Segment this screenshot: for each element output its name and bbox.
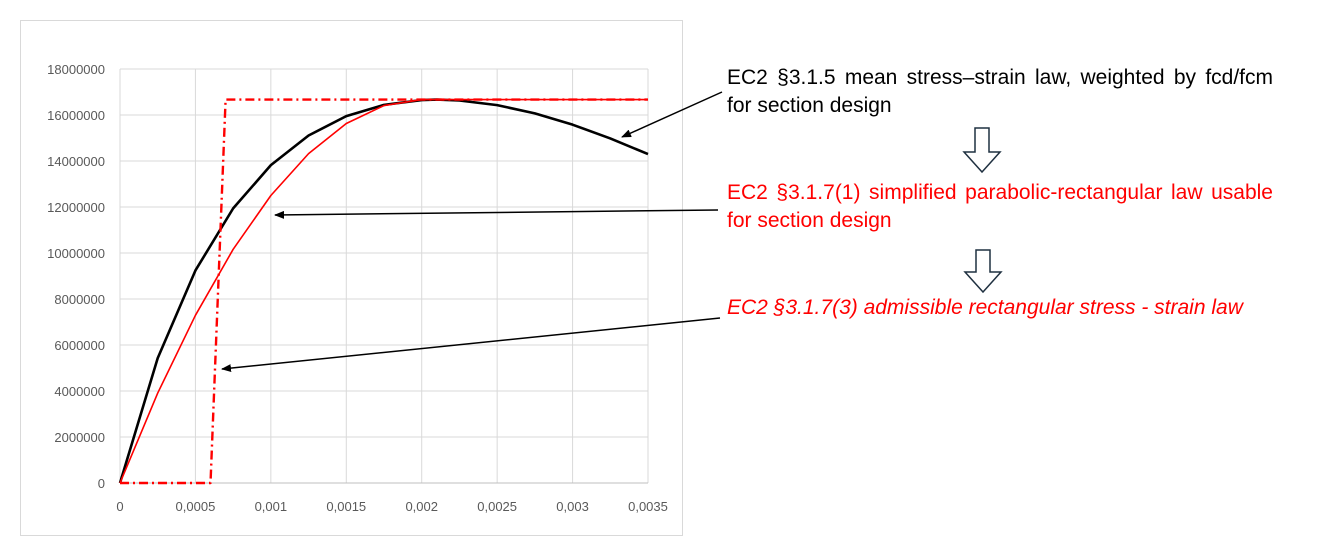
y-tick-label: 0: [98, 476, 105, 491]
y-tick-label: 6000000: [54, 338, 105, 353]
y-tick-label: 14000000: [47, 154, 105, 169]
x-tick-label: 0,0035: [628, 499, 668, 514]
series-line-2: [119, 98, 648, 484]
x-tick-label: 0,0005: [176, 499, 216, 514]
annotation-parabolic-law: EC2 §3.1.7(1) simplified parabolic-recta…: [727, 181, 1273, 232]
annotation-arrow-2: [274, 209, 719, 219]
y-tick-label: 16000000: [47, 108, 105, 123]
y-tick-label: 12000000: [47, 200, 105, 215]
x-tick-label: 0: [116, 499, 123, 514]
annotation-mean-law: EC2 §3.1.5 mean stress–strain law, weigh…: [727, 66, 1273, 117]
x-tick-label: 0,002: [405, 499, 438, 514]
down-arrow-icon: [962, 127, 1002, 174]
y-tick-label: 10000000: [47, 246, 105, 261]
annotation-arrow-1: [621, 91, 723, 138]
x-tick-label: 0,0025: [477, 499, 517, 514]
x-tick-label: 0,001: [255, 499, 288, 514]
series-line-3: [120, 98, 648, 485]
x-tick-label: 0,003: [556, 499, 589, 514]
y-tick-label: 2000000: [54, 430, 105, 445]
y-tick-label: 18000000: [47, 62, 105, 77]
annotation-rectangular-law: EC2 §3.1.7(3) admissible rectangular str…: [727, 296, 1243, 319]
annotation-arrow-3: [221, 317, 721, 373]
x-tick-label: 0,0015: [326, 499, 366, 514]
y-tick-label: 8000000: [54, 292, 105, 307]
y-tick-label: 4000000: [54, 384, 105, 399]
down-arrow-icon: [963, 249, 1003, 294]
